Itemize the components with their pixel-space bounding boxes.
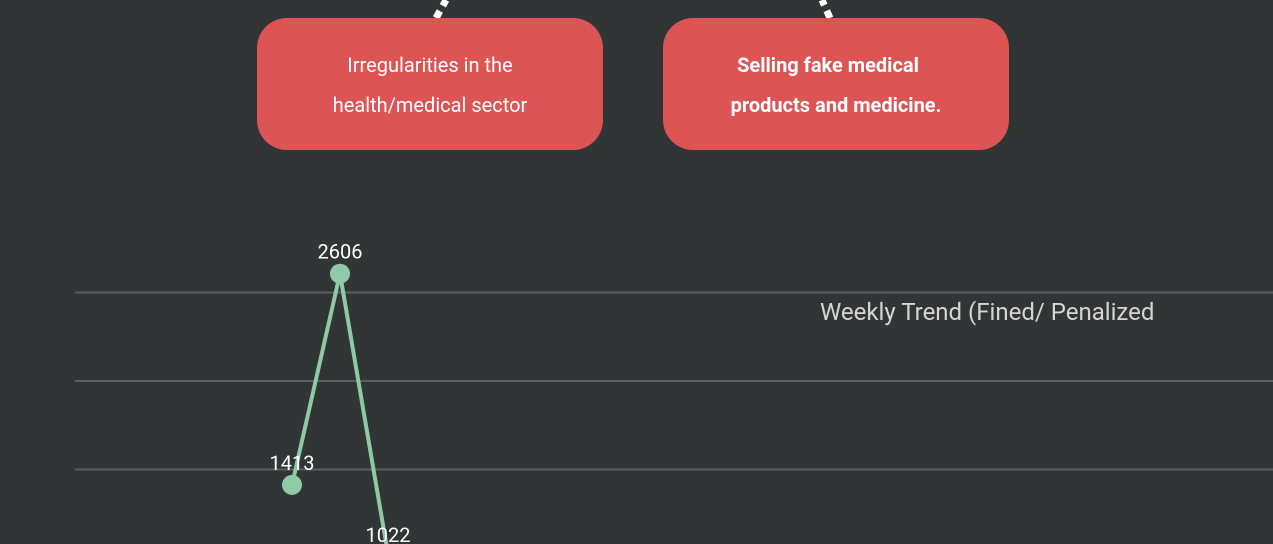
connector — [432, 0, 450, 20]
connector — [818, 0, 834, 20]
value-label: 1413 — [270, 451, 315, 475]
category-box — [663, 18, 1009, 150]
box-text: Irregularities in the — [347, 53, 512, 77]
box-text: health/medical sector — [333, 93, 528, 117]
value-label: 1022 — [366, 523, 411, 544]
chart-title: Weekly Trend (Fined/ Penalized — [820, 298, 1154, 326]
data-point — [282, 474, 302, 495]
box-text: products and medicine. — [731, 93, 942, 117]
category-box — [257, 18, 603, 150]
value-label: 2606 — [318, 240, 363, 264]
data-point — [330, 263, 350, 284]
box-text: Selling fake medical — [737, 53, 919, 77]
